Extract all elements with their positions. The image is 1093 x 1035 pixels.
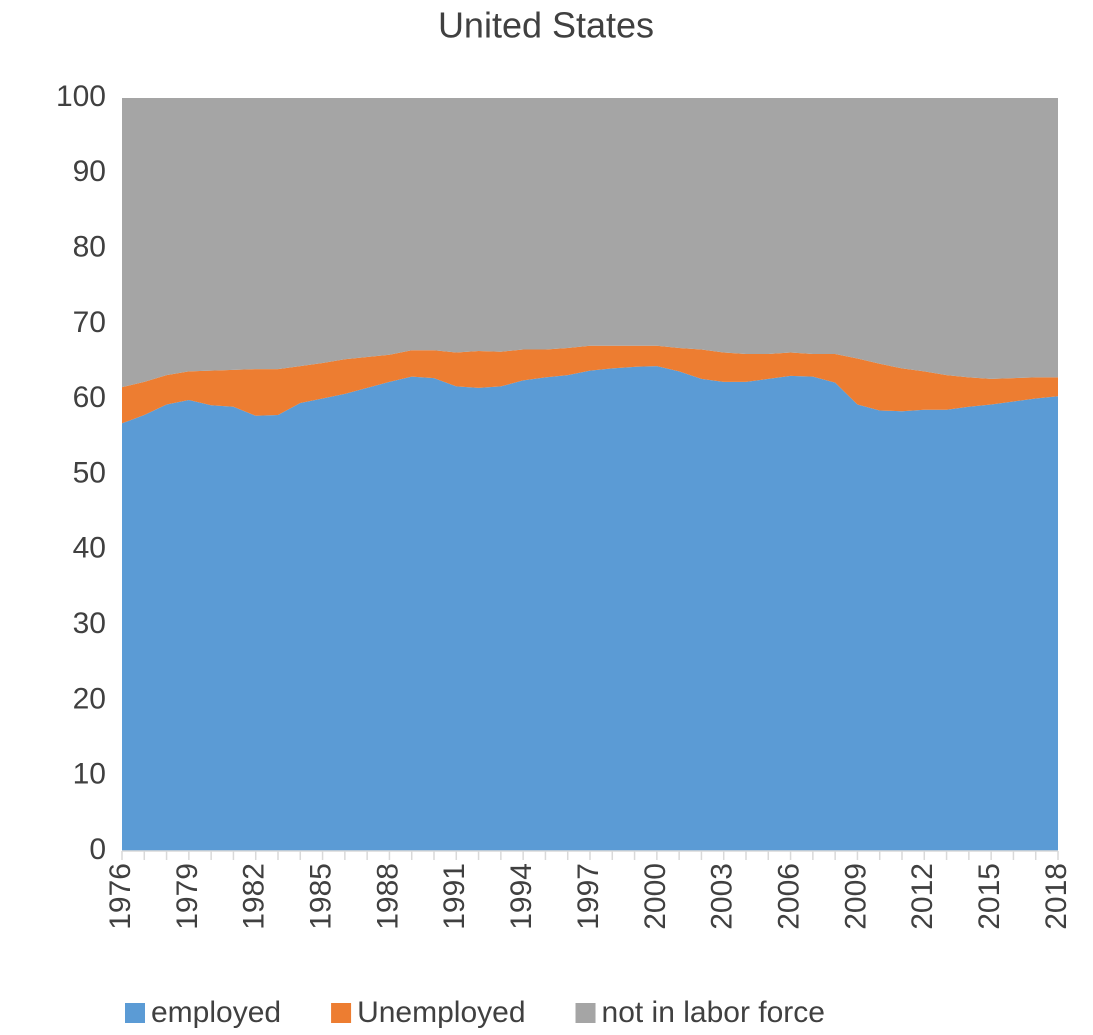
y-tick-label: 100 [56,80,106,113]
y-tick-label: 80 [73,231,106,264]
x-tick-label: 2012 [906,863,939,930]
x-tick-label: 2009 [839,863,872,930]
x-tick-label: 2015 [973,863,1006,930]
legend-label: Unemployed [357,996,525,1029]
x-tick-label: 1994 [505,863,538,930]
chart-title: United States [438,5,654,46]
x-tick-label: 1976 [104,863,137,930]
y-tick-label: 40 [73,532,106,565]
x-tick-label: 1997 [572,863,605,930]
y-tick-label: 20 [73,682,106,715]
y-tick-label: 10 [73,758,106,791]
y-tick-label: 60 [73,381,106,414]
area [122,98,1058,388]
y-tick-label: 70 [73,306,106,339]
legend-item: not in labor force [575,996,825,1029]
area [122,366,1058,851]
legend-item: Unemployed [331,996,526,1029]
y-tick-label: 50 [73,456,106,489]
x-tick-label: 2000 [639,863,672,930]
x-tick-label: 2003 [706,863,739,930]
x-tick-label: 1982 [238,863,271,930]
legend-label: employed [151,996,281,1029]
legend-label: not in labor force [602,996,825,1029]
x-tick-label: 2006 [772,863,805,930]
y-tick-label: 90 [73,155,106,188]
x-tick-label: 1985 [304,863,337,930]
legend-item: employed [125,996,281,1029]
legend-swatch [575,1003,596,1023]
x-tick-label: 1991 [438,863,471,930]
x-tick-label: 2018 [1040,863,1073,930]
area [122,345,1058,424]
x-tick-label: 1988 [371,863,404,930]
x-tick-label: 1979 [171,863,204,930]
legend-swatch [331,1003,352,1023]
y-tick-label: 0 [89,833,106,866]
legend-swatch [125,1003,145,1023]
y-tick-label: 30 [73,607,106,640]
